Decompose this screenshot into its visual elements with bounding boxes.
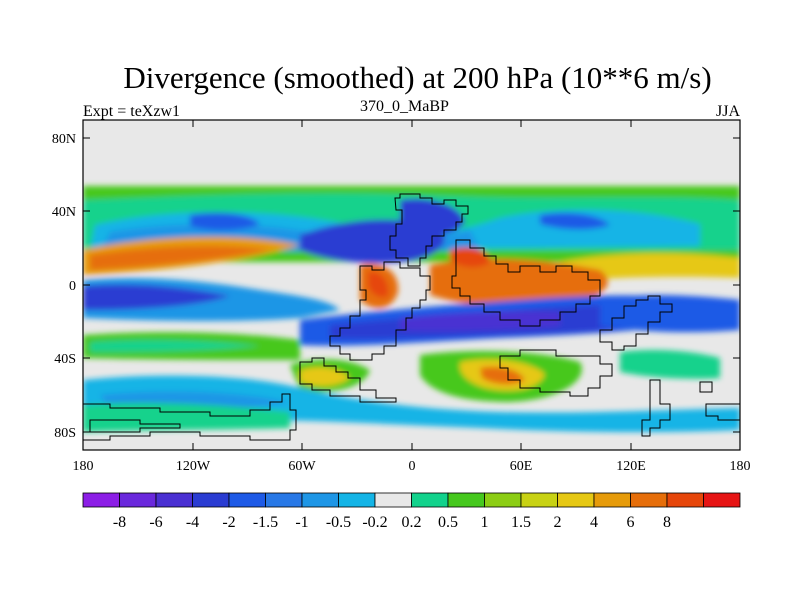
colorbar-label: 1: [481, 514, 489, 531]
colorbar-swatch: [338, 492, 376, 508]
lat-label: 80S: [54, 426, 76, 441]
lat-label: 80N: [52, 132, 76, 147]
lon-label: 60W: [288, 459, 316, 474]
map-title: Divergence (smoothed) at 200 hPa (10**6 …: [123, 60, 712, 95]
colorbar-label: -4: [186, 514, 199, 531]
colorbar-label: 0.5: [438, 514, 458, 531]
colorbar-swatch: [228, 492, 266, 508]
divergence-field: [83, 120, 740, 450]
colorbar-swatch: [301, 492, 339, 508]
colorbar-swatch: [520, 492, 558, 508]
lon-label: 0: [409, 459, 416, 474]
colorbar-label: 6: [627, 514, 635, 531]
lat-label: 0: [69, 279, 76, 294]
season-label: JJA: [716, 103, 741, 120]
colorbar-swatch: [484, 492, 522, 508]
colorbar-label: -0.5: [326, 514, 351, 531]
colorbar-label: -1: [295, 514, 308, 531]
lat-axis: 80N 40N 0 40S 80S: [52, 132, 740, 441]
colorbar-label: 0.2: [402, 514, 422, 531]
experiment-label: Expt = teXzw1: [83, 103, 180, 120]
colorbar-swatch: [374, 492, 412, 508]
colorbar-swatch: [192, 492, 230, 508]
colorbar-swatch: [703, 492, 741, 508]
lon-axis: 180 120W 60W 0 60E 120E 180: [73, 120, 751, 474]
colorbar-label: -1.5: [253, 514, 278, 531]
colorbar: -8 -6 -4 -2 -1.5 -1 -0.5 -0.2 0.2 0.5 1 1.5 2 4 6 8: [82, 492, 741, 531]
colorbar-swatch: [666, 492, 704, 508]
colorbar-label: -2: [222, 514, 235, 531]
colorbar-swatch: [265, 492, 303, 508]
coastlines: [83, 193, 740, 441]
colorbar-swatch: [119, 492, 157, 508]
colorbar-label: -6: [149, 514, 162, 531]
lon-label: 180: [730, 459, 751, 474]
colorbar-label: 1.5: [511, 514, 531, 531]
colorbar-label: 2: [554, 514, 562, 531]
colorbar-label: -0.2: [362, 514, 387, 531]
lat-label: 40S: [54, 352, 76, 367]
colorbar-swatch: [82, 492, 120, 508]
colorbar-swatch: [630, 492, 668, 508]
lon-label: 120W: [176, 459, 211, 474]
colorbar-swatch: [447, 492, 485, 508]
lon-label: 120E: [616, 459, 646, 474]
colorbar-label: -8: [113, 514, 126, 531]
colorbar-swatch: [155, 492, 193, 508]
colorbar-swatch: [593, 492, 631, 508]
lon-label: 180: [73, 459, 94, 474]
lon-label: 60E: [510, 459, 533, 474]
lat-label: 40N: [52, 205, 76, 220]
time-label: 370_0_MaBP: [360, 98, 449, 115]
colorbar-swatch: [411, 492, 449, 508]
colorbar-swatch: [557, 492, 595, 508]
colorbar-label: 4: [590, 514, 598, 531]
colorbar-label: 8: [663, 514, 671, 531]
